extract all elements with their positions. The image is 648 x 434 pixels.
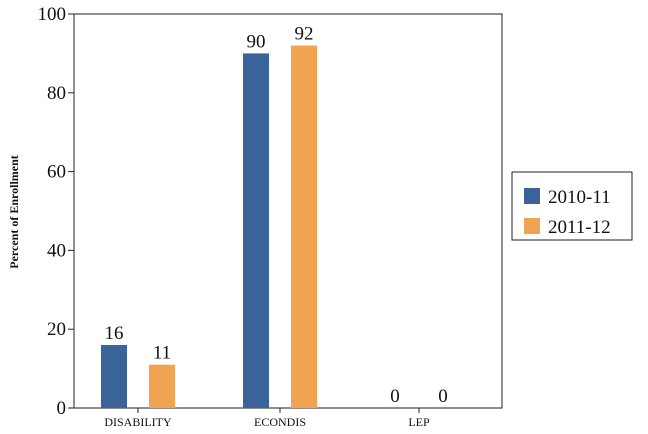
legend-swatch-2010-11 [524, 188, 540, 204]
data-label: 92 [295, 24, 314, 45]
y-tick-label: 20 [47, 319, 66, 340]
x-tick-label: LEP [408, 415, 430, 429]
y-tick-label: 100 [38, 4, 67, 25]
x-tick-label: DISABILITY [104, 415, 172, 429]
plot-frame [73, 13, 503, 409]
y-tick-label: 40 [47, 240, 66, 261]
y-tick-label: 0 [57, 398, 67, 419]
legend-label: 2011-12 [548, 217, 611, 238]
bar-2011-12-DISABILITY [149, 364, 175, 408]
y-axis-label: Percent of Enrollment [7, 155, 21, 269]
data-label: 0 [390, 386, 400, 407]
bar-2010-11-ECONDIS [243, 53, 269, 409]
legend-swatch-2011-12 [524, 218, 540, 234]
bar-2010-11-DISABILITY [101, 344, 127, 408]
legend: 2010-11 2011-12 [511, 171, 633, 241]
x-tick-label: ECONDIS [254, 415, 306, 429]
y-tick-label: 60 [47, 162, 66, 183]
data-label: 16 [105, 323, 124, 344]
plot-area: 0 20 40 60 80 100 DISABILITY 16 11 ECONDIS 90 92 LEP… [38, 4, 503, 429]
data-label: 11 [153, 343, 171, 364]
data-label: 0 [438, 386, 448, 407]
bar-2011-12-ECONDIS [291, 45, 317, 409]
data-label: 90 [247, 31, 266, 52]
y-tick-label: 80 [47, 83, 66, 104]
legend-label: 2010-11 [548, 187, 611, 208]
